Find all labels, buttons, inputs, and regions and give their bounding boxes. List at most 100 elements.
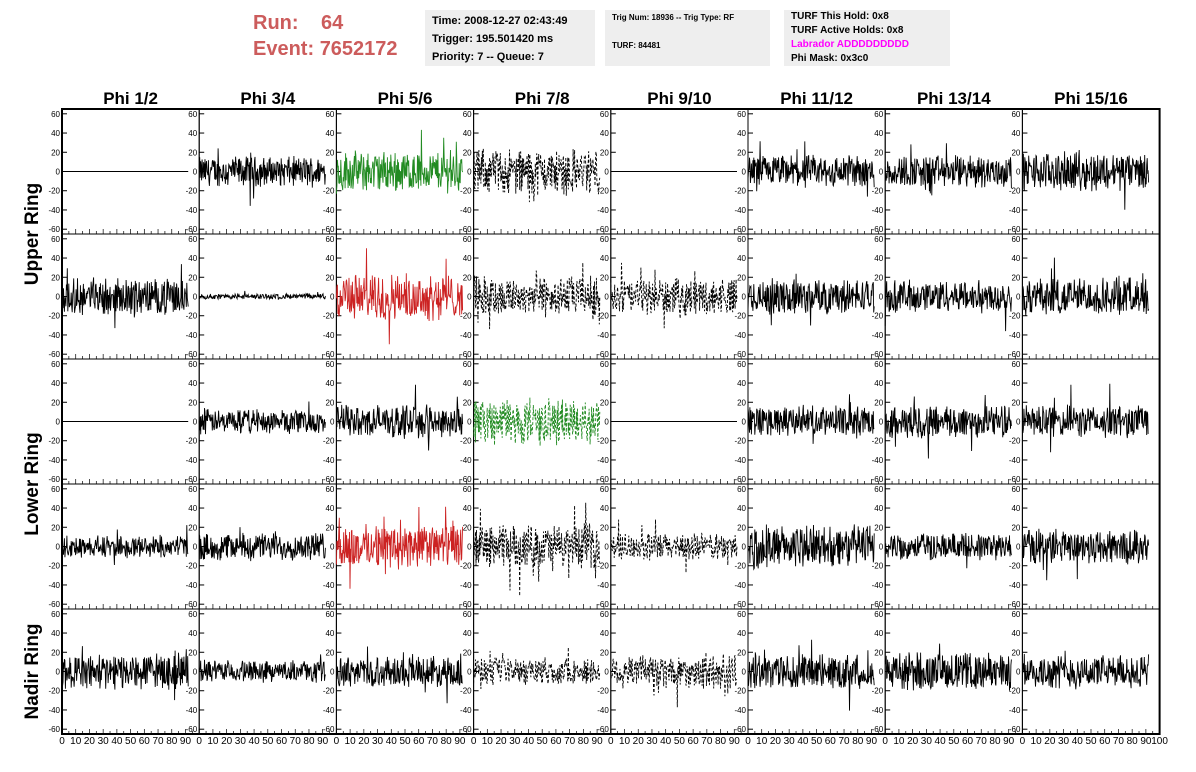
run-label: Run: (253, 12, 299, 34)
waveform-series (473, 647, 601, 690)
y-tick-label: -60 (597, 600, 609, 609)
y-tick-label: -20 (734, 687, 746, 696)
y-tick-label: 40 (737, 379, 746, 388)
y-tick-label: -60 (1009, 225, 1021, 234)
y-tick-label: 0 (1016, 668, 1021, 677)
y-tick-label: 40 (51, 379, 60, 388)
y-tick-label: -60 (1009, 725, 1021, 734)
x-tick-label: 30 (1058, 736, 1070, 747)
y-tick-label: 20 (51, 648, 60, 657)
y-tick-label: 40 (1011, 379, 1020, 388)
y-tick-label: 40 (737, 504, 746, 513)
y-tick-label: -60 (460, 475, 472, 484)
y-tick-label: -40 (48, 706, 60, 715)
y-tick-label: 20 (1011, 273, 1020, 282)
y-tick-label: 60 (51, 485, 60, 494)
y-tick-label: 20 (1011, 523, 1020, 532)
grid-frame (61, 108, 1161, 735)
y-tick-label: 20 (1011, 148, 1020, 157)
y-tick-label: -20 (734, 437, 746, 446)
y-tick-label: -40 (872, 456, 884, 465)
y-tick-label: -40 (48, 581, 60, 590)
y-tick-label: 20 (325, 273, 334, 282)
x-tick-label: 60 (550, 736, 562, 747)
y-tick-label: -20 (186, 187, 198, 196)
y-tick-label: 20 (463, 398, 472, 407)
event-value: 7652172 (319, 38, 398, 60)
y-tick-label: -20 (323, 187, 335, 196)
x-tick-label: 60 (962, 736, 974, 747)
y-tick-label: -60 (734, 725, 746, 734)
y-tick-label: -60 (48, 475, 60, 484)
y-tick-label: -20 (48, 187, 60, 196)
turf-this-hold-text: TURF This Hold: 0x8 (791, 11, 889, 22)
y-tick-label: -40 (1009, 581, 1021, 590)
y-tick-label: 60 (51, 110, 60, 119)
y-tick-label: 20 (188, 273, 197, 282)
time-text: Time: 2008-12-27 02:43:49 (432, 15, 568, 27)
y-tick-label: -60 (872, 350, 884, 359)
column-header: Phi 11/12 (780, 89, 853, 108)
column-header: Phi 15/16 (1054, 89, 1128, 108)
x-tick-label: 60 (688, 736, 700, 747)
turf-active-holds-text: TURF Active Holds: 0x8 (791, 25, 904, 36)
waveform-series (198, 290, 326, 301)
y-tick-label: 20 (463, 523, 472, 532)
y-tick-label: -20 (1009, 187, 1021, 196)
y-tick-label: 60 (188, 110, 197, 119)
y-tick-label: 60 (51, 610, 60, 619)
y-tick-label: 0 (604, 293, 609, 302)
x-tick-label: 50 (262, 736, 274, 747)
y-tick-label: -20 (872, 687, 884, 696)
x-tick-label: 40 (1072, 736, 1084, 747)
y-tick-label: -40 (597, 706, 609, 715)
x-tick-label: 100 (1151, 736, 1168, 747)
y-tick-label: 40 (51, 129, 60, 138)
y-tick-label: 40 (463, 504, 472, 513)
y-tick-label: -20 (872, 187, 884, 196)
y-tick-label: 0 (467, 293, 472, 302)
y-tick-label: 0 (1016, 168, 1021, 177)
y-tick-label: 60 (463, 485, 472, 494)
y-tick-label: 0 (193, 668, 198, 677)
waveform-series (610, 519, 738, 573)
x-tick-label: 90 (1140, 736, 1152, 747)
y-tick-label: -60 (734, 350, 746, 359)
y-tick-label: -40 (734, 581, 746, 590)
y-tick-label: -20 (460, 437, 472, 446)
x-tick-label: 50 (125, 736, 137, 747)
y-tick-label: -40 (186, 206, 198, 215)
turf-num-text: TURF: 84481 (612, 41, 661, 50)
run-value: 64 (321, 12, 344, 34)
y-tick-label: -40 (460, 331, 472, 340)
y-tick-label: -40 (323, 706, 335, 715)
waveform-series (747, 639, 875, 711)
waveform-series (473, 148, 601, 203)
waveform-series (61, 264, 189, 329)
column-header: Phi 9/10 (647, 89, 711, 108)
x-tick-label: 10 (1031, 736, 1043, 747)
y-tick-label: -20 (186, 312, 198, 321)
row-label: Nadir Ring (22, 623, 43, 719)
y-tick-label: 40 (325, 504, 334, 513)
y-tick-label: 20 (188, 523, 197, 532)
y-tick-label: -20 (1009, 437, 1021, 446)
y-tick-label: -40 (460, 206, 472, 215)
x-tick-label: 50 (537, 736, 549, 747)
waveform-series (884, 532, 1012, 569)
event-label: Event: (253, 38, 315, 60)
x-tick-label: 70 (976, 736, 988, 747)
waveform-series (473, 397, 601, 446)
x-tick-label: 10 (482, 736, 494, 747)
waveform-series (198, 148, 326, 206)
trig-text: Trig Num: 18936 -- Trig Type: RF (612, 13, 735, 22)
x-tick-label: 50 (811, 736, 823, 747)
y-tick-label: 40 (325, 379, 334, 388)
y-tick-label: 0 (330, 418, 335, 427)
y-tick-label: -60 (597, 225, 609, 234)
x-tick-label: 80 (578, 736, 590, 747)
y-tick-label: 0 (467, 668, 472, 677)
y-tick-label: 40 (737, 129, 746, 138)
x-tick-label: 90 (866, 736, 878, 747)
